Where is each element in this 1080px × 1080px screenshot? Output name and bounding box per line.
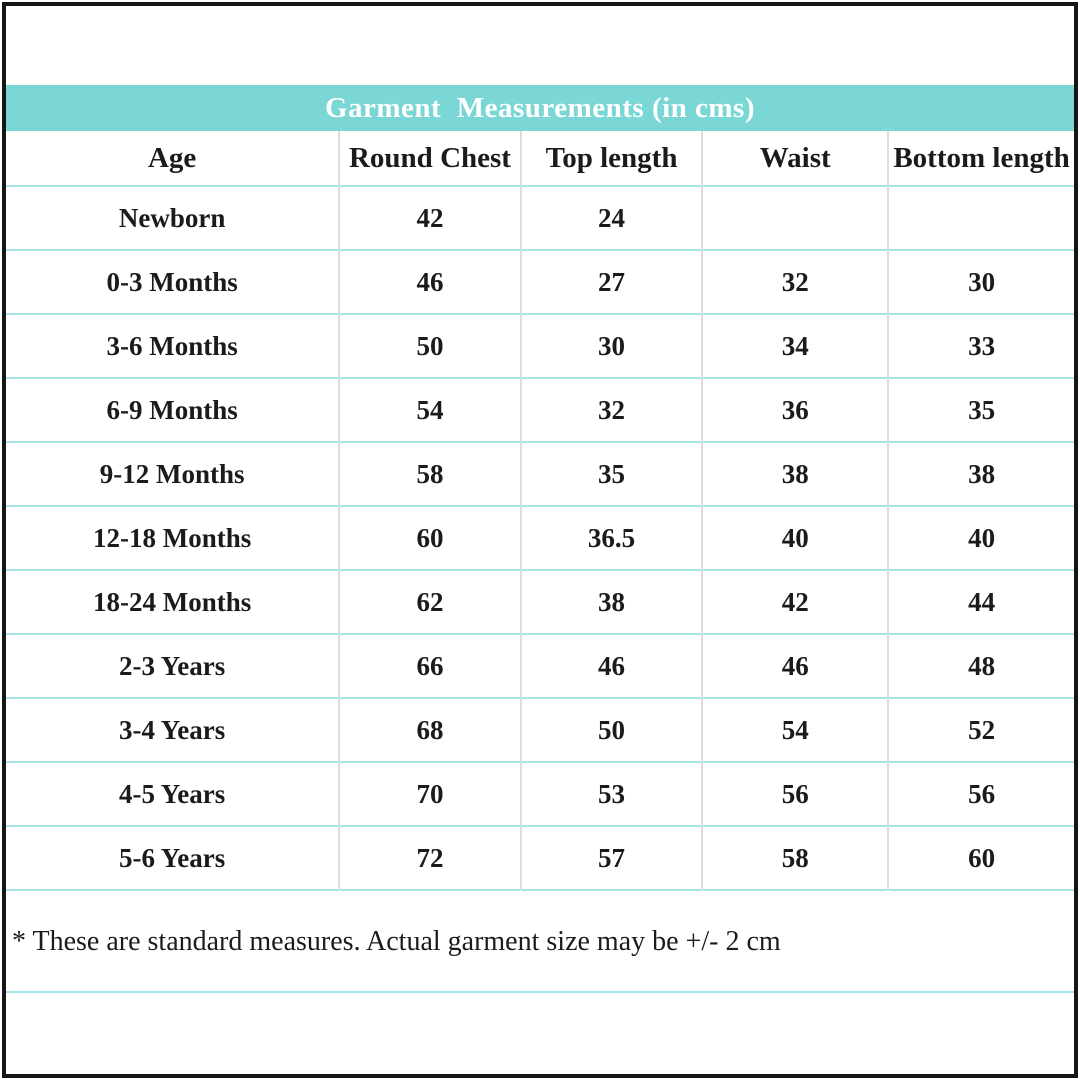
measurement-cell: 24 [519,186,703,250]
table-row: 9-12 Months 58 35 38 38 [6,442,1074,506]
table-row: 18-24 Months 62 38 42 44 [6,570,1074,634]
measurement-cell: 36 [701,378,889,442]
table-row: 12-18 Months 60 36.5 40 40 [6,506,1074,570]
measurement-cell: 32 [701,250,889,314]
measurement-cell: 53 [519,762,703,826]
age-cell: 12-18 Months [92,522,252,553]
age-cell: 2-3 Years [118,650,226,681]
table-row: 5-6 Years 72 57 58 60 [6,826,1074,890]
footnote-text: * These are standard measures. Actual ga… [12,926,781,957]
measurement-cell: 48 [887,634,1074,698]
measurement-cell: 40 [701,506,889,570]
measurement-cell: 56 [701,762,889,826]
age-cell: 18-24 Months [92,586,252,617]
measurement-cell: 68 [338,698,521,762]
table-body: Newborn 42 24 0-3 Months 46 27 32 30 3-6 Months 5… [6,186,1074,890]
measurement-cell: 27 [519,250,703,314]
title-band: Garment Measurements (in cms) [6,85,1074,131]
age-cell: 5-6 Years [118,842,226,873]
page-title: Garment Measurements (in cms) [324,91,756,124]
measurement-cell: 46 [338,250,521,314]
measurement-cell: 52 [887,698,1074,762]
measurement-cell: 34 [701,314,889,378]
measurement-cell: 44 [887,570,1074,634]
measurement-cell: 54 [701,698,889,762]
age-cell: 6-9 Months [106,394,238,425]
age-cell: 4-5 Years [118,778,226,809]
measurement-cell: 50 [338,314,521,378]
measurement-cell: 57 [519,826,703,890]
column-header: Bottom length [887,131,1074,186]
measurement-cell: 30 [887,250,1074,314]
footnote-area: * These are standard measures. Actual ga… [6,893,1074,993]
column-header: Waist [701,131,889,186]
measurement-cell: 33 [887,314,1074,378]
measurement-cell: 42 [701,570,889,634]
measurement-cell: 30 [519,314,703,378]
measurement-cell: 46 [701,634,889,698]
measurement-cell: 72 [338,826,521,890]
measurement-cell: 38 [887,442,1074,506]
measurement-cell: 35 [519,442,703,506]
column-header: Top length [519,131,703,186]
measurement-cell [887,186,1074,250]
measurement-cell [701,186,889,250]
measurement-cell: 56 [887,762,1074,826]
measurement-cell: 46 [519,634,703,698]
age-cell: 3-4 Years [118,714,226,745]
table-row: 0-3 Months 46 27 32 30 [6,250,1074,314]
measurement-cell: 58 [338,442,521,506]
table-row: 6-9 Months 54 32 36 35 [6,378,1074,442]
table-row: 3-4 Years 68 50 54 52 [6,698,1074,762]
measurement-cell: 70 [338,762,521,826]
column-header: Round Chest [338,131,521,186]
table-row: 3-6 Months 50 30 34 33 [6,314,1074,378]
age-cell: Newborn [118,202,226,233]
age-cell: 3-6 Months [106,330,238,361]
measurement-cell: 32 [519,378,703,442]
measurement-cell: 42 [338,186,521,250]
measurement-cell: 66 [338,634,521,698]
age-cell: 0-3 Months [106,266,238,297]
age-cell: 9-12 Months [99,458,245,489]
measurement-cell: 58 [701,826,889,890]
column-header: Age [147,141,197,174]
table-header-row: Age Round Chest Top length Waist Bottom leng… [6,131,1074,186]
measurement-cell: 35 [887,378,1074,442]
measurement-cell: 60 [338,506,521,570]
measurement-cell: 36.5 [519,506,703,570]
measurement-cell: 62 [338,570,521,634]
measurement-cell: 50 [519,698,703,762]
table-row: 2-3 Years 66 46 46 48 [6,634,1074,698]
measurement-cell: 38 [519,570,703,634]
table-row: Newborn 42 24 [6,186,1074,250]
measurement-cell: 40 [887,506,1074,570]
garment-measurements-table: Age Round Chest Top length Waist Bottom leng… [6,131,1074,891]
table-row: 4-5 Years 70 53 56 56 [6,762,1074,826]
measurement-cell: 54 [338,378,521,442]
measurement-cell: 60 [887,826,1074,890]
measurement-cell: 38 [701,442,889,506]
